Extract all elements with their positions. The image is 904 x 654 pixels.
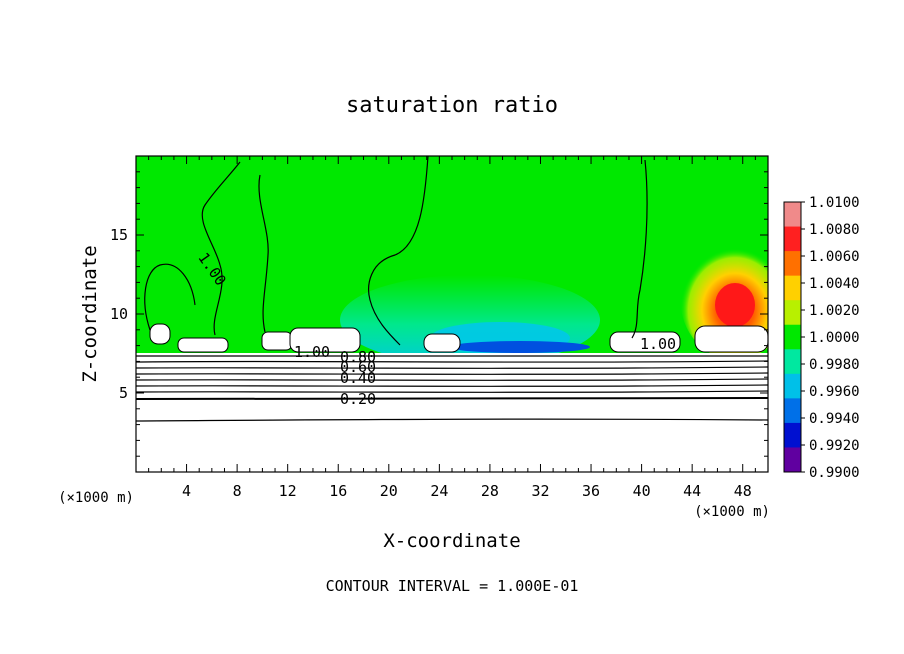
colorbar-label: 1.0020 — [809, 303, 860, 319]
colorbar-label: 1.0080 — [809, 222, 860, 238]
colorbar-swatch — [784, 422, 801, 448]
y-axis: 5 10 15 — [110, 171, 768, 457]
cloud-patch — [609, 331, 681, 353]
colorbar-swatch — [784, 202, 801, 228]
colorbar-label: 1.0100 — [809, 195, 860, 211]
contour-label: 1.00 — [294, 343, 330, 361]
colorbar-label: 0.9920 — [809, 438, 860, 454]
x-tick-label: 28 — [481, 482, 499, 500]
x-tick-label: 40 — [633, 482, 651, 500]
contour-line — [136, 372, 768, 375]
cloud-patch — [149, 323, 171, 345]
colorbar-label: 1.0060 — [809, 249, 860, 265]
colorbar-label: 0.9940 — [809, 411, 860, 427]
contour-line — [368, 156, 429, 346]
y-axis-label: Z-coordinate — [79, 245, 101, 382]
blue-band — [450, 341, 590, 353]
colorbar-swatch — [784, 300, 801, 326]
contour-line — [631, 159, 648, 339]
cloud-patch — [694, 325, 768, 353]
y-tick-label: 10 — [110, 305, 128, 323]
contour-label: 0.20 — [340, 390, 376, 408]
y-tick-label: 15 — [110, 226, 128, 244]
x-tick-label: 36 — [582, 482, 600, 500]
x-axis-unit-left: (×1000 m) — [58, 490, 134, 506]
colorbar-label: 1.0040 — [809, 276, 860, 292]
contour-line — [258, 174, 269, 333]
y-tick-label: 5 — [119, 384, 128, 402]
contour-lines — [136, 156, 768, 422]
colorbar-swatch — [784, 251, 801, 277]
contour-line — [144, 263, 196, 331]
x-tick-label: 12 — [279, 482, 297, 500]
x-tick-label: 8 — [233, 482, 242, 500]
contour-label: 0.80 — [340, 348, 376, 366]
colorbar-swatch — [784, 324, 801, 350]
contour-line — [136, 384, 768, 387]
colorbar-swatch — [784, 398, 801, 424]
contour-line — [201, 161, 241, 336]
colorbar-label: 0.9900 — [809, 465, 860, 481]
colorbar-label: 0.9980 — [809, 357, 860, 373]
colorbar-label: 1.0000 — [809, 330, 860, 346]
cloud-patch — [177, 337, 229, 353]
contour-label: 0.60 — [340, 358, 376, 376]
cloud-patch — [423, 333, 461, 353]
x-axis: 4 8 12 16 20 24 28 32 36 40 44 48 — [148, 156, 756, 500]
x-axis-unit-right: (×1000 m) — [694, 504, 770, 520]
chart-title: saturation ratio — [346, 93, 558, 118]
cloud-patch — [261, 331, 293, 351]
colorbar: 1.0100 1.0080 1.0060 1.0040 1.0020 1.0000 0.99… — [783, 195, 860, 481]
cloud-patches — [149, 323, 768, 353]
lower-region — [136, 353, 768, 472]
contour-line — [136, 360, 768, 363]
x-tick-label: 44 — [683, 482, 701, 500]
contour-interval-footer: CONTOUR INTERVAL = 1.000E-01 — [326, 577, 579, 595]
colorbar-swatch — [784, 275, 801, 301]
contour-label: 0.40 — [340, 369, 376, 387]
x-tick-label: 20 — [380, 482, 398, 500]
colorbar-swatch — [784, 447, 801, 473]
contour-line — [136, 418, 768, 422]
x-tick-label: 4 — [182, 482, 191, 500]
plot-area: 1.00 1.00 0.80 0.60 0.40 0.20 1.00 — [136, 156, 768, 472]
colorbar-swatch — [784, 373, 801, 399]
x-tick-label: 32 — [531, 482, 549, 500]
colorbar-label: 0.9960 — [809, 384, 860, 400]
x-tick-label: 16 — [329, 482, 347, 500]
contour-line — [136, 378, 768, 381]
contour-line — [136, 366, 768, 369]
colorbar-swatch — [784, 349, 801, 375]
contour-line — [136, 390, 768, 393]
x-tick-label: 48 — [734, 482, 752, 500]
contour-line — [136, 397, 768, 400]
cloud-patch — [289, 327, 361, 353]
colorbar-swatch — [784, 226, 801, 252]
x-tick-label: 24 — [430, 482, 448, 500]
contour-label: 1.00 — [640, 335, 676, 353]
red-core — [715, 283, 755, 327]
x-axis-label: X-coordinate — [383, 530, 520, 552]
